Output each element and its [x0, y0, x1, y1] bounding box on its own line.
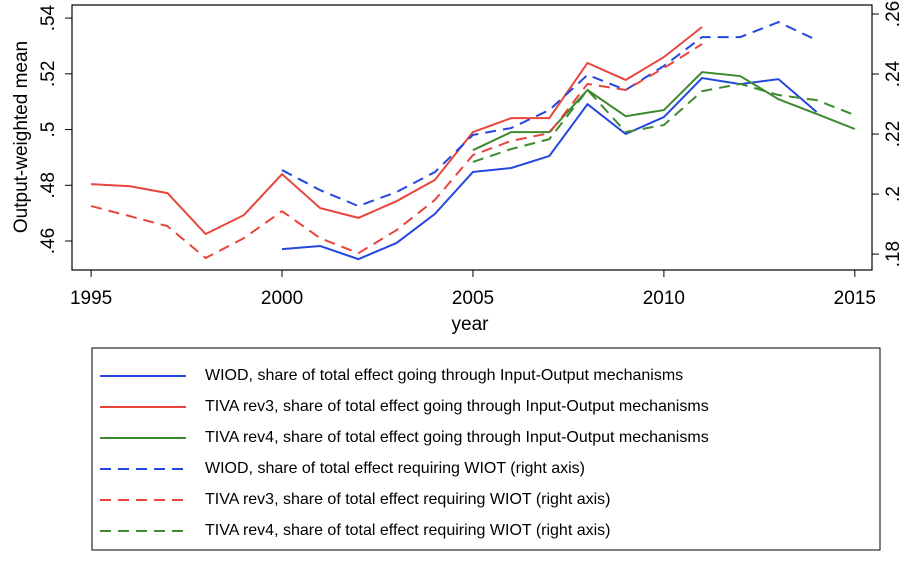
series-line	[281, 76, 818, 261]
x-tick-label: 1995	[70, 288, 112, 309]
y-axis-label: Output-weighted mean	[11, 41, 32, 233]
series-line	[91, 26, 703, 236]
y-tick-label: .48	[38, 172, 59, 198]
y-tick-label: .46	[38, 228, 59, 254]
series-line	[90, 43, 703, 260]
x-tick-label: 2000	[261, 288, 303, 309]
y2-tick-label: .18	[883, 241, 904, 267]
legend-label: TIVA rev3, share of total effect requiri…	[205, 491, 611, 508]
legend-box	[91, 347, 881, 551]
series-line	[472, 82, 856, 163]
x-axis-label: year	[452, 314, 490, 335]
plot-frame	[71, 4, 873, 271]
series-line	[472, 71, 856, 152]
series-line	[281, 21, 818, 208]
x-tick-label: 2010	[643, 288, 685, 309]
legend-label: TIVA rev4, share of total effect requiri…	[205, 522, 611, 539]
legend-label: WIOD, share of total effect going throug…	[205, 367, 683, 384]
y2-tick-label: .2	[883, 186, 904, 202]
y2-tick-label: .26	[883, 1, 904, 27]
legend-label: WIOD, share of total effect requiring WI…	[205, 460, 585, 477]
x-tick-label: 2015	[834, 288, 876, 309]
y-tick-label: .5	[38, 122, 59, 138]
legend-label: TIVA rev3, share of total effect going t…	[205, 398, 709, 415]
y-tick-label: .54	[38, 4, 59, 31]
y2-tick-label: .24	[883, 60, 904, 87]
legend-label: TIVA rev4, share of total effect going t…	[205, 429, 709, 446]
y-tick-label: .52	[38, 61, 59, 87]
x-tick-label: 2005	[452, 288, 494, 309]
y2-tick-label: .22	[883, 121, 904, 147]
